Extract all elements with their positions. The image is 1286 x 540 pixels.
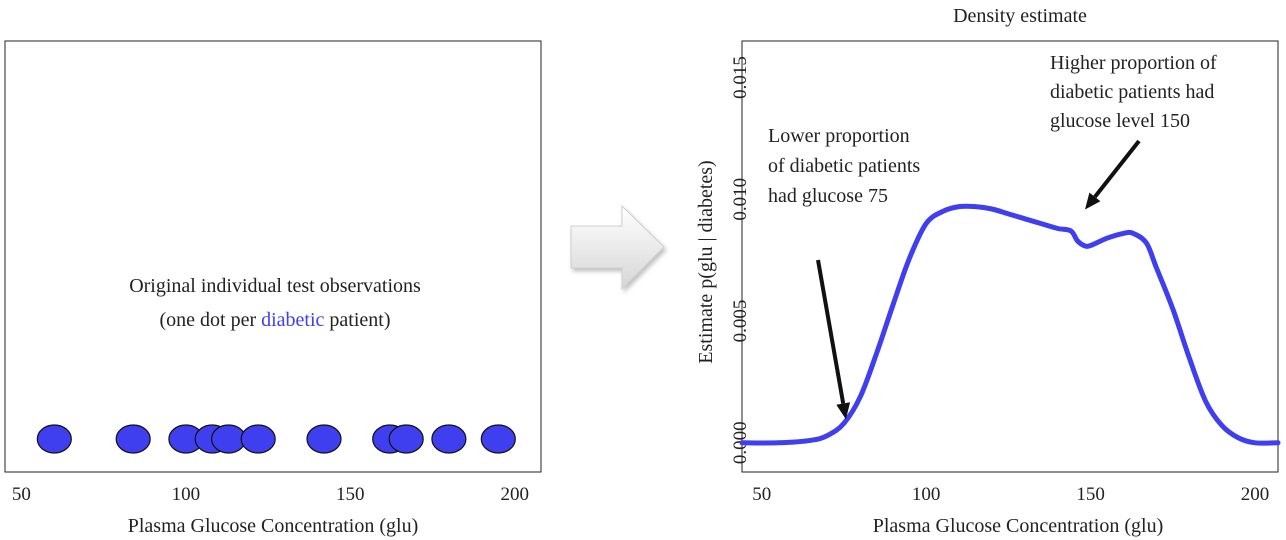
left-panel: Original individual test observations (o… bbox=[4, 40, 542, 537]
left-x-tick-label: 150 bbox=[336, 484, 365, 505]
left-plot-frame bbox=[4, 40, 542, 473]
left-x-tick-label: 100 bbox=[172, 484, 201, 505]
observation-point bbox=[388, 424, 424, 454]
observation-point bbox=[115, 424, 151, 454]
annotation-low-line3: had glucose 75 bbox=[768, 185, 888, 207]
right-x-axis-title: Plasma Glucose Concentration (glu) bbox=[873, 515, 1164, 537]
right-x-tick-label: 150 bbox=[1076, 484, 1105, 505]
right-y-tick-label: 0.010 bbox=[730, 178, 751, 221]
left-points bbox=[36, 424, 516, 454]
right-y-axis-title: Estimate p(glu | diabetes) bbox=[695, 160, 717, 363]
right-panel: Density estimate 50 100 150 200 0.0000.0050… bbox=[695, 5, 1281, 537]
left-x-axis-title: Plasma Glucose Concentration (glu) bbox=[128, 515, 419, 537]
diabetic-highlight: diabetic bbox=[261, 309, 324, 331]
left-annotation-line2: (one dot per diabetic patient) bbox=[159, 309, 390, 331]
left-x-tick-label: 50 bbox=[12, 484, 31, 505]
right-x-tick-labels: 50 100 150 200 bbox=[752, 484, 1269, 505]
right-y-tick-label: 0.005 bbox=[730, 300, 751, 343]
right-y-tick-label: 0.015 bbox=[730, 56, 751, 99]
annotation-low-arrowhead bbox=[836, 402, 851, 420]
observation-point bbox=[431, 424, 467, 454]
annotation-high-line1: Higher proportion of bbox=[1050, 52, 1217, 74]
left-x-tick-labels: 50 100 150 200 bbox=[12, 484, 529, 505]
right-chart-title: Density estimate bbox=[953, 5, 1087, 27]
annotation-high-line3: glucose level 150 bbox=[1050, 110, 1190, 132]
observation-point bbox=[211, 424, 247, 454]
right-plot-frame bbox=[741, 40, 1279, 473]
annotation-low-line1: Lower proportion bbox=[768, 125, 910, 147]
observation-point bbox=[306, 424, 342, 454]
right-x-tick-label: 100 bbox=[912, 484, 941, 505]
annotation-high: Higher proportion of diabetic patients h… bbox=[1050, 52, 1217, 210]
right-x-tick-label: 50 bbox=[752, 484, 771, 505]
annotation-high-line2: diabetic patients had bbox=[1050, 81, 1214, 103]
observation-point bbox=[36, 424, 72, 454]
density-curve bbox=[739, 203, 1281, 446]
right-x-tick-label: 200 bbox=[1241, 484, 1270, 505]
annotation-low: Lower proportion of diabetic patients ha… bbox=[768, 125, 920, 420]
left-x-tick-label: 200 bbox=[500, 484, 529, 505]
observation-point bbox=[480, 424, 516, 454]
annotation-high-arrow bbox=[1093, 139, 1141, 199]
left-annotation-line1: Original individual test observations bbox=[129, 275, 421, 297]
transition-arrow-icon bbox=[570, 204, 665, 291]
annotation-low-line2: of diabetic patients bbox=[768, 155, 920, 177]
observation-point bbox=[240, 424, 276, 454]
annotation-high-arrowhead bbox=[1085, 192, 1101, 210]
annotation-low-arrow bbox=[816, 259, 846, 404]
